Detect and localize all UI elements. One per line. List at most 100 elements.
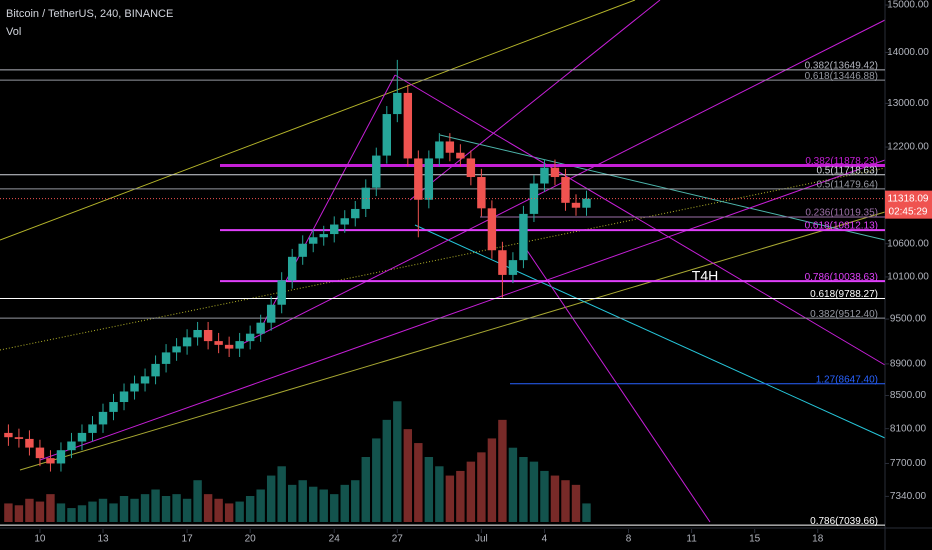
candle-body: [56, 450, 66, 464]
volume-bar: [266, 475, 276, 522]
volume-bar: [372, 438, 381, 522]
volume-bar: [172, 494, 181, 522]
candle-body: [203, 329, 213, 342]
candle-body: [4, 432, 13, 438]
volume-bar: [582, 503, 591, 522]
candle-body: [309, 237, 318, 244]
volume-bar: [77, 505, 87, 522]
fib-label: 0.618(13446.88): [805, 71, 878, 82]
volume-bar: [403, 429, 413, 522]
trend-line: [414, 224, 886, 439]
candle-body: [393, 92, 402, 115]
volume-bar: [435, 466, 444, 522]
volume-bar: [67, 508, 76, 522]
annotation: T4H: [692, 268, 718, 284]
volume-bar: [161, 496, 171, 522]
candle-body: [224, 344, 234, 349]
trend-line: [519, 239, 711, 523]
y-tick-label: 7700.00: [890, 458, 927, 469]
candle-body: [119, 391, 129, 403]
volume-bar: [330, 494, 339, 522]
x-tick-label: 4: [542, 534, 548, 545]
trend-line: [0, 0, 636, 241]
volume-bar: [351, 480, 360, 522]
candle-body: [571, 202, 581, 208]
volume-bar: [98, 498, 108, 522]
last-price-label: 11318.09: [888, 193, 929, 204]
volume-bar: [498, 419, 507, 522]
fib-label: 0.618(10812.13): [805, 221, 878, 232]
candle-body: [140, 376, 150, 384]
volume-bar: [445, 475, 455, 522]
candle-body: [466, 158, 476, 178]
candle-body: [582, 198, 591, 208]
x-tick-label: 8: [626, 534, 632, 545]
y-tick-label: 9500.00: [890, 314, 927, 325]
trend-line: [19, 211, 886, 471]
x-tick-label: 27: [392, 534, 404, 545]
candle-body: [109, 402, 118, 412]
volume-bar: [140, 494, 150, 522]
candle-body: [414, 158, 423, 200]
volume-bar: [56, 503, 66, 522]
volume-bar: [424, 457, 434, 522]
volume-bar: [382, 419, 391, 522]
volume-bar: [393, 401, 402, 522]
candle-body: [256, 322, 265, 334]
volume-bar: [456, 470, 465, 522]
y-tick-label: 10100.00: [887, 272, 929, 283]
candle-body: [540, 167, 549, 184]
candle-body: [319, 234, 328, 238]
x-tick-label: 11: [686, 534, 697, 545]
candle-body: [498, 250, 507, 275]
volume-bar: [214, 498, 223, 522]
volume-bar: [46, 494, 55, 522]
candle-body: [529, 183, 539, 214]
y-tick-label: 8500.00: [890, 390, 927, 401]
candle-body: [277, 280, 286, 305]
volume-bar: [487, 438, 497, 522]
candle-body: [382, 114, 391, 156]
candle-body: [88, 424, 97, 433]
volume-bar: [119, 496, 129, 522]
y-tick-label: 13000.00: [887, 98, 929, 109]
volume-bar: [508, 447, 518, 522]
volume-bar: [319, 489, 328, 522]
volume-bar: [340, 484, 349, 522]
volume-bar: [151, 489, 160, 522]
volume-bar: [4, 503, 13, 522]
candle-body: [508, 260, 518, 275]
volume-bar: [25, 498, 34, 522]
volume-bar: [361, 457, 370, 522]
x-tick-label: 13: [97, 534, 109, 545]
x-tick-label: Jul: [475, 534, 488, 545]
volume-bar: [477, 452, 486, 522]
volume-bar: [561, 480, 570, 522]
candle-body: [435, 141, 444, 159]
candle-body: [151, 363, 160, 377]
candle-body: [456, 152, 465, 159]
candle-body: [561, 177, 570, 203]
volume-bar: [109, 503, 118, 522]
volume-bar: [88, 501, 97, 522]
fib-label: 0.786(10038.63): [805, 272, 878, 283]
x-tick-label: 15: [749, 534, 761, 545]
volume-bar: [529, 461, 539, 522]
fib-label: 0.786(7039.66): [810, 516, 878, 527]
candle-body: [161, 352, 171, 364]
candle-body: [266, 304, 276, 323]
fib-label: 0.382(13649.42): [805, 61, 878, 72]
candle-body: [46, 458, 55, 464]
volume-bar: [298, 480, 307, 522]
candle-body: [519, 213, 528, 261]
volume-bar: [35, 501, 45, 522]
x-tick-label: 17: [182, 534, 194, 545]
candle-body: [445, 141, 455, 153]
x-tick-label: 10: [34, 534, 46, 545]
candle-body: [98, 411, 108, 425]
x-tick-label: 24: [329, 534, 341, 545]
x-tick-label: 18: [812, 534, 824, 545]
y-tick-label: 15000.00: [887, 0, 929, 11]
chart-title: Bitcoin / TetherUS, 240, BINANCE: [6, 8, 173, 20]
